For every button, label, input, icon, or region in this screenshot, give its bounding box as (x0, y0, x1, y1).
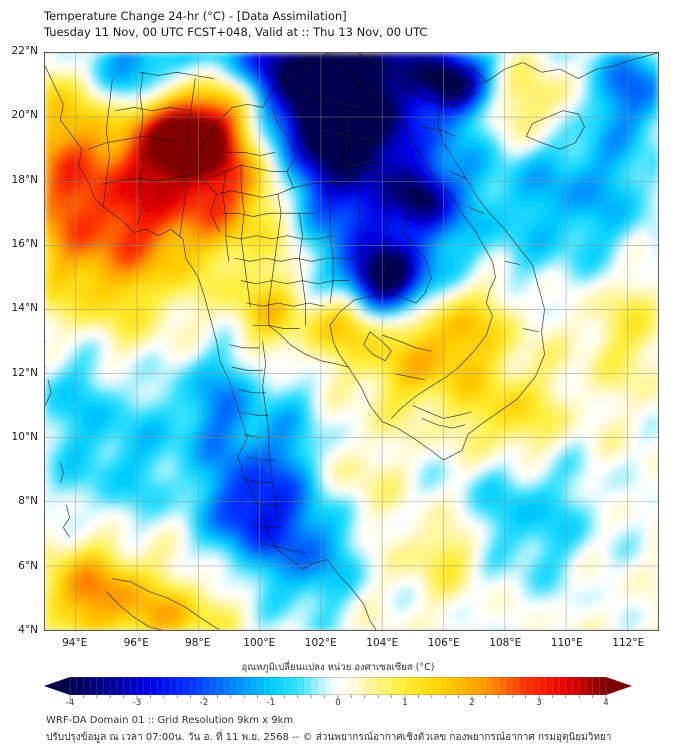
y-tick-12°N: 12°N (11, 366, 38, 379)
colorbar-tick-1: 1 (402, 698, 408, 708)
colorbar-tick--3: -3 (132, 698, 142, 708)
x-tick-100°E: 100°E (243, 637, 276, 649)
colorbar-tick-2: 2 (469, 698, 475, 708)
colorbar-tick-4: 4 (603, 698, 609, 708)
forecast-subtitle: Tuesday 11 Nov, 00 UTC FCST+048, Valid a… (44, 25, 428, 39)
colorbar-title: อุณหภูมิเปลี่ยนแปลง หน่วย องศาเซลเซียส (… (241, 662, 435, 673)
y-tick-22°N: 22°N (11, 45, 38, 57)
map-frame (44, 52, 659, 631)
y-tick-10°N: 10°N (11, 431, 38, 443)
colorbar-tick--4: -4 (65, 698, 75, 708)
footer-block: WRF-DA Domain 01 :: Grid Resolution 9km … (46, 712, 666, 746)
x-tick-106°E: 106°E (427, 637, 460, 649)
x-tick-96°E: 96°E (123, 637, 149, 649)
colorbar-axis: -4 -3 -2 -1 0 1 2 3 4 (44, 695, 632, 711)
y-tick-6°N: 6°N (18, 559, 38, 572)
colorbar-tick-3: 3 (536, 698, 542, 708)
y-tick-18°N: 18°N (11, 173, 38, 186)
colorbar-tick--2: -2 (199, 698, 209, 708)
chart-title-block: Temperature Change 24-hr (°C) - [Data As… (44, 8, 644, 40)
x-tick-98°E: 98°E (185, 637, 211, 649)
footer-model-info: WRF-DA Domain 01 :: Grid Resolution 9km … (46, 715, 294, 726)
x-tick-94°E: 94°E (62, 637, 88, 649)
page-title: Temperature Change 24-hr (°C) - [Data As… (44, 9, 347, 23)
y-tick-14°N: 14°N (11, 302, 38, 315)
x-tick-110°E: 110°E (550, 637, 583, 649)
temperature-field (45, 53, 658, 630)
y-tick-8°N: 8°N (18, 495, 38, 508)
colorbar-block: อุณหภูมิเปลี่ยนแปลง หน่วย องศาเซลเซียส (… (0, 660, 676, 710)
colorbar-tick-0: 0 (335, 698, 341, 708)
x-tick-102°E: 102°E (304, 637, 337, 649)
y-tick-20°N: 20°N (11, 109, 38, 122)
x-tick-112°E: 112°E (612, 637, 645, 649)
colorbar-strip (44, 677, 632, 695)
lat-lon-gridlines (45, 53, 658, 630)
x-tick-108°E: 108°E (489, 637, 522, 649)
footer-credit: ปรับปรุงข้อมูล ณ เวลา 07:00น. วัน อ. ที่… (46, 732, 612, 743)
y-tick-16°N: 16°N (11, 238, 38, 250)
colorbar-tick--1: -1 (266, 698, 276, 708)
x-tick-104°E: 104°E (366, 637, 399, 649)
map-plot-area: 4°N 6°N 8°N 10°N 12°N 14°N 16°N 18°N 20°N 22°N 94… (12, 45, 659, 649)
y-tick-4°N: 4°N (18, 624, 38, 636)
